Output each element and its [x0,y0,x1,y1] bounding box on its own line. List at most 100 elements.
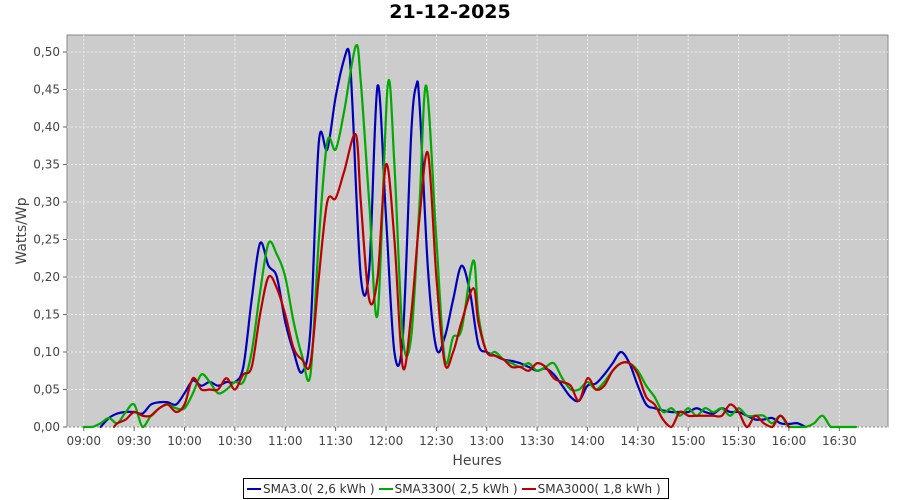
data-point [200,388,203,391]
data-point [259,242,262,245]
data-point [472,259,475,262]
data-point [217,388,220,391]
x-tick-label: 15:30 [721,434,756,448]
x-tick-label: 16:30 [822,434,857,448]
data-point [813,422,816,425]
legend-swatch [247,487,261,490]
data-point [267,276,270,279]
data-point [771,422,774,425]
data-point [670,411,673,414]
data-point [301,371,304,374]
data-point [678,414,681,417]
x-tick-label: 11:00 [268,434,303,448]
data-point [435,238,438,241]
data-point [729,411,732,414]
data-point [737,411,740,414]
data-point [754,414,757,417]
data-point [477,321,480,324]
data-point [653,407,656,410]
data-point [225,388,228,391]
data-point [113,426,116,428]
data-point [435,347,438,350]
data-point [368,268,371,271]
x-axis-label: Heures [452,453,501,469]
data-point [124,418,127,421]
data-point [217,384,220,387]
x-tick-label: 11:30 [318,434,353,448]
data-point [250,351,253,354]
data-point [779,414,782,417]
data-point [250,366,253,369]
data-point [636,384,639,387]
data-point [745,414,748,417]
data-point [519,362,522,365]
y-tick-label: 0,15 [33,308,60,322]
data-point [611,362,614,365]
data-point [620,362,623,365]
data-point [536,362,539,365]
plot-area [66,34,889,428]
legend-label: SMA3000( 1,8 kWh ) [537,481,661,496]
data-point [175,407,178,410]
data-point [351,103,354,106]
data-point [426,268,429,271]
data-point [477,343,480,346]
x-tick-label: 15:00 [671,434,706,448]
data-point [418,103,421,106]
data-point [225,377,228,380]
data-point [133,403,136,406]
data-point [578,399,581,402]
data-point [720,407,723,410]
series-lines [82,43,858,429]
data-point [410,336,413,339]
data-point [334,148,337,151]
data-point [149,403,152,406]
data-point [82,426,85,428]
data-point [183,392,186,395]
data-point [771,426,774,428]
data-point [275,253,278,256]
data-point [435,276,438,279]
axes: 0,00 0,05 0,10 0,15 0,20 0,25 0,30 0,35 0,40 0,45… [33,45,856,448]
data-point [611,369,614,372]
data-point [317,276,320,279]
data-point [415,84,418,87]
data-point [645,384,648,387]
legend-item: SMA3300( 2,5 kWh ) [378,481,518,496]
data-point [326,201,329,204]
data-point [267,264,270,267]
data-point [116,412,119,415]
data-point [376,313,379,316]
data-point [510,366,513,369]
y-tick-label: 0,00 [33,420,60,434]
y-tick-label: 0,05 [33,383,60,397]
data-point [368,201,371,204]
data-point [208,381,211,384]
legend-label: SMA3300( 2,5 kWh ) [394,481,518,496]
data-point [796,426,799,428]
x-tick-label: 14:30 [621,434,656,448]
data-point [376,276,379,279]
data-point [359,81,362,84]
data-point [536,369,539,372]
data-point [527,366,530,369]
data-point [703,411,706,414]
data-point [354,45,357,48]
data-point [737,407,740,410]
data-point [552,362,555,365]
data-point [712,414,715,417]
data-point [561,381,564,384]
data-point [317,141,320,144]
data-point [158,401,161,404]
data-point [368,298,371,301]
data-point [636,373,639,376]
data-point [586,384,589,387]
x-tick-label: 10:00 [167,434,202,448]
y-axis-label: Watts/Wp [14,197,30,264]
data-point [384,163,387,166]
data-point [175,403,178,406]
data-point [771,417,774,420]
data-point [200,373,203,376]
data-point [662,411,665,414]
data-point [703,414,706,417]
